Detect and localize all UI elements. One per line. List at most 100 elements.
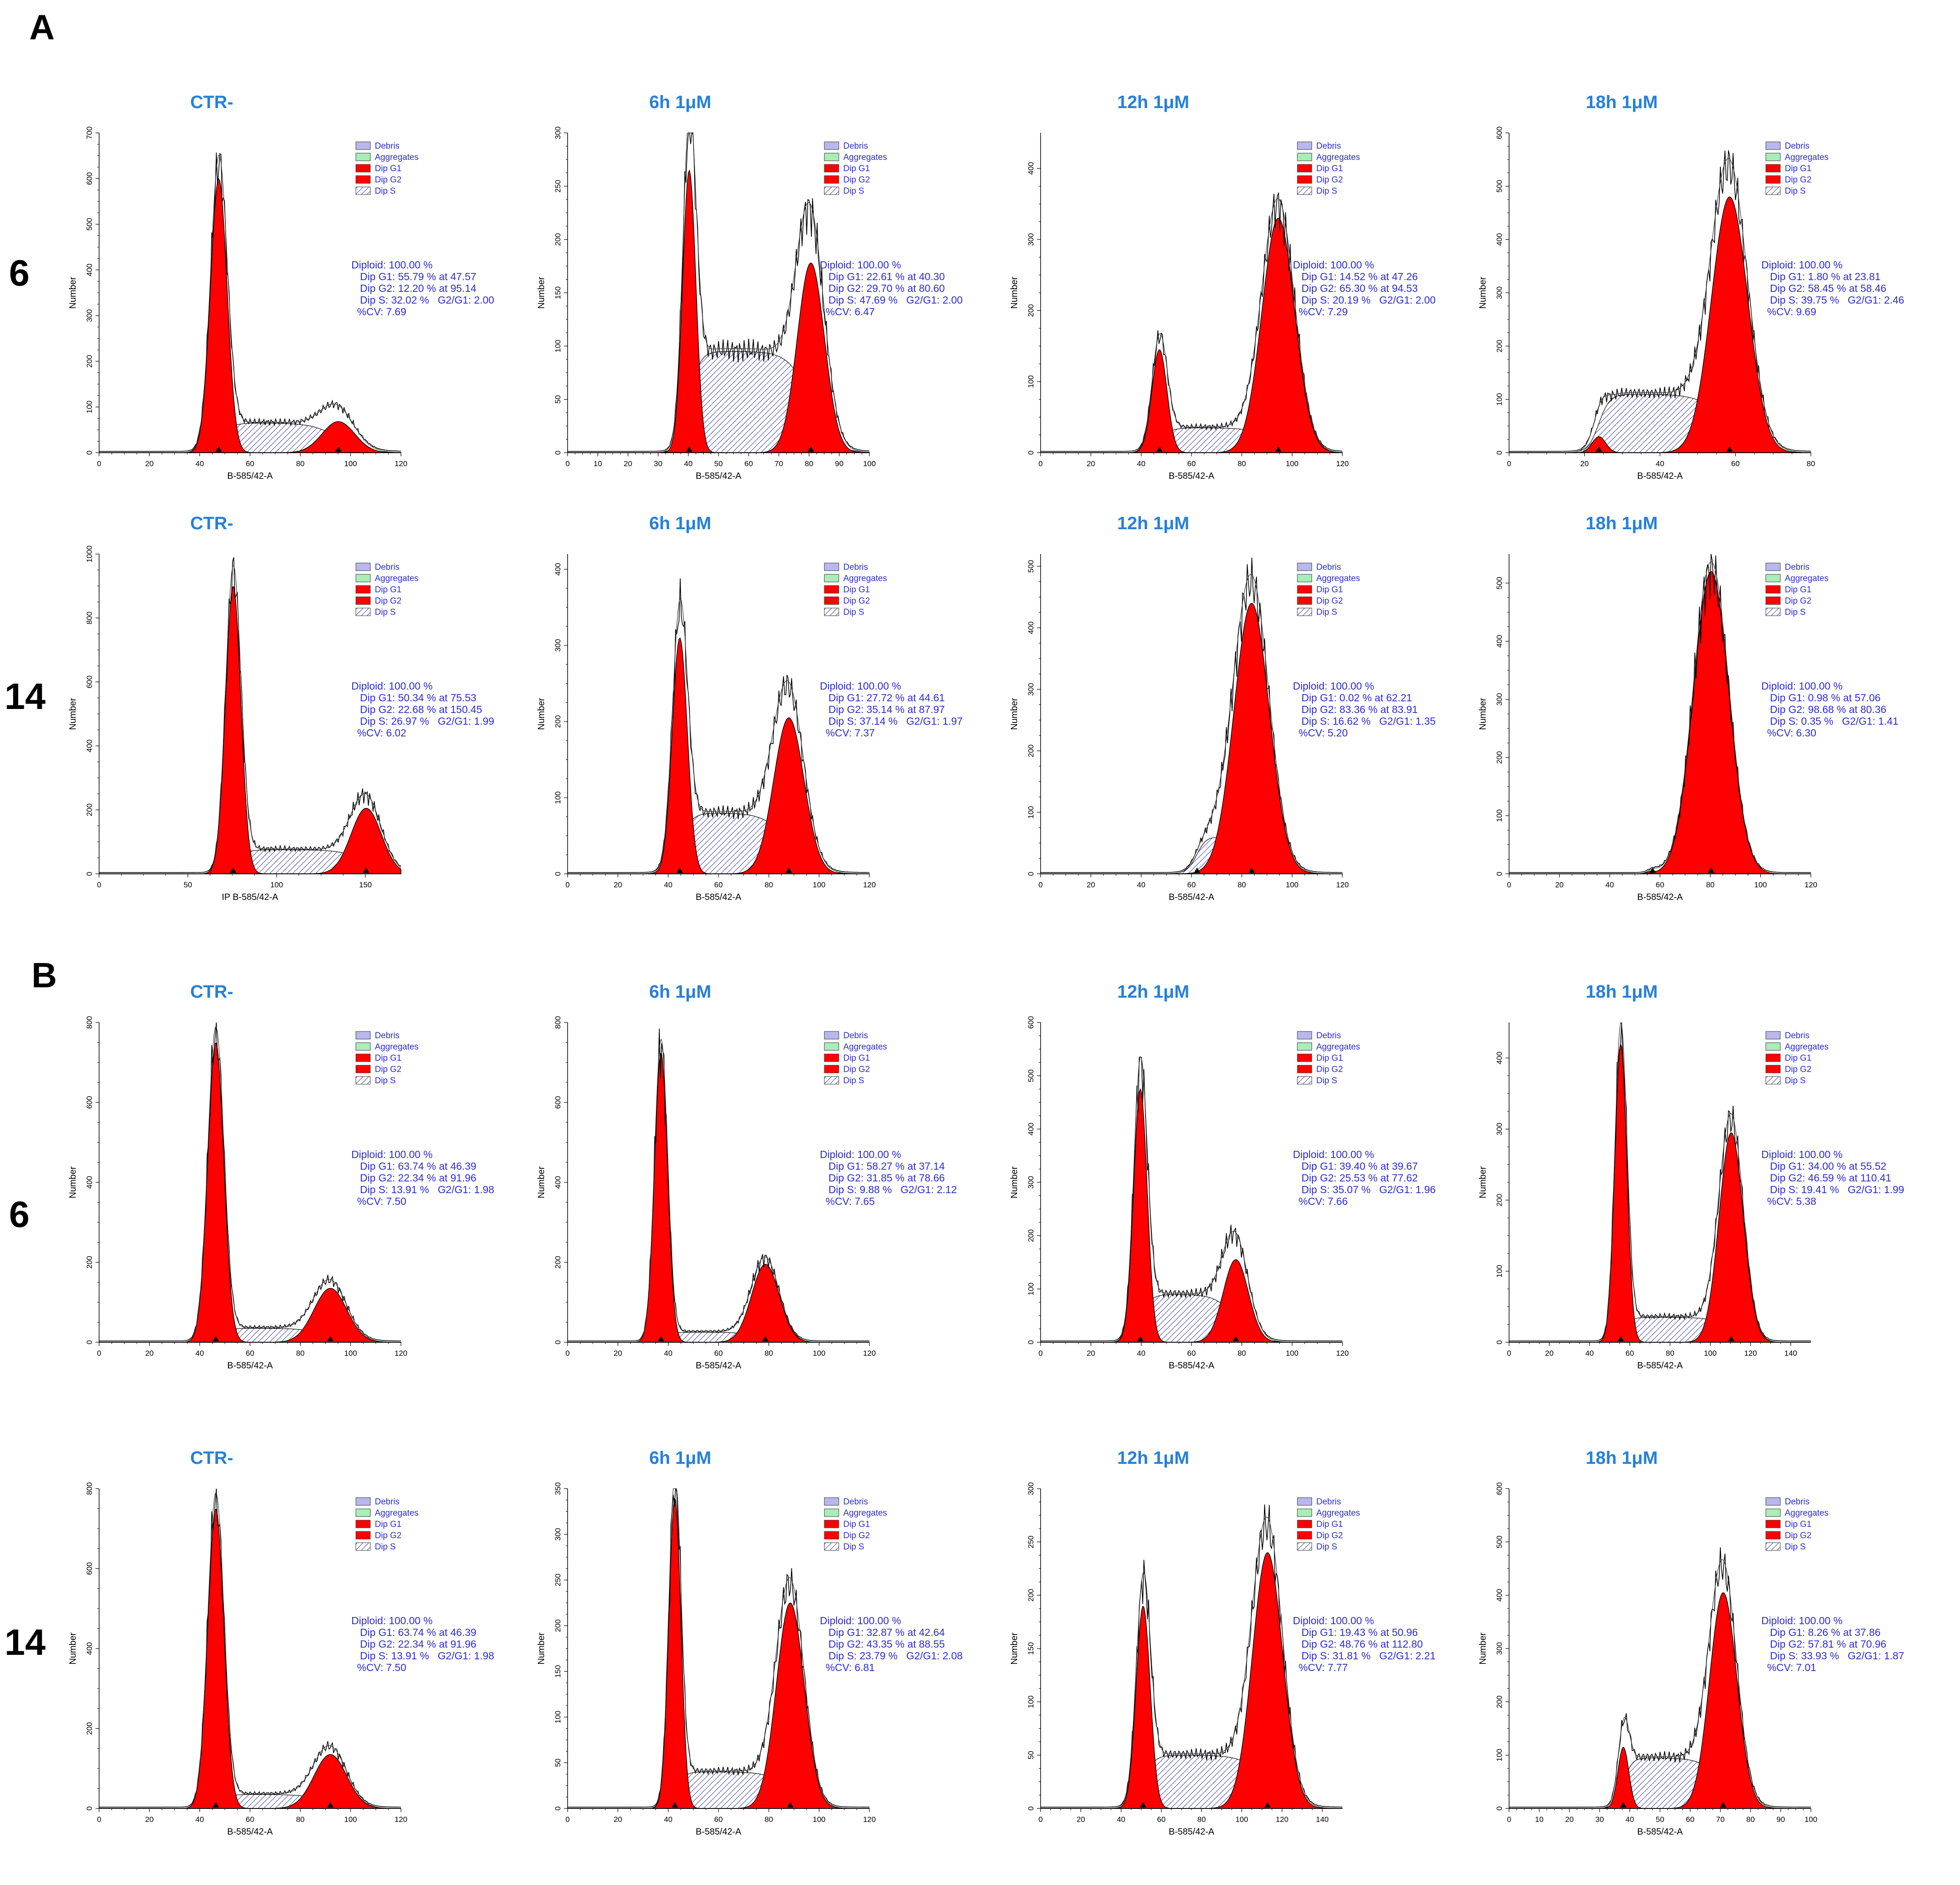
legend-debris-label: Debris bbox=[1785, 1031, 1810, 1040]
stats-line: Dip G1: 19.43 % at 50.96 bbox=[1293, 1626, 1418, 1638]
x-tick-label: 120 bbox=[395, 459, 407, 468]
stats-block: Diploid: 100.00 % Dip G1: 34.00 % at 55.… bbox=[1761, 1149, 1904, 1207]
stats-line: %CV: 7.69 bbox=[351, 306, 406, 318]
legend-dip-g1-label: Dip G1 bbox=[1316, 1054, 1343, 1063]
legend-debris-label: Debris bbox=[843, 141, 868, 151]
histogram-panel: CTR- Diploid: 100.00 % Dip G1: 63.74 % at… bbox=[68, 982, 541, 1378]
legend-debris-swatch bbox=[1297, 1031, 1312, 1040]
legend-dip-g2-label: Dip G2 bbox=[1316, 1531, 1343, 1540]
legend-dip-g2-label: Dip G2 bbox=[1316, 1065, 1343, 1074]
y-tick-label: 600 bbox=[1495, 1482, 1504, 1495]
legend-dip-g2-label: Dip G2 bbox=[843, 1531, 870, 1540]
y-tick-label: 200 bbox=[554, 1256, 562, 1268]
legend-debris-swatch bbox=[1297, 141, 1312, 150]
y-tick-label: 600 bbox=[1027, 1016, 1035, 1029]
y-tick-label: 800 bbox=[85, 612, 94, 624]
legend-aggregates-swatch bbox=[1765, 153, 1781, 161]
legend-dip-s-swatch bbox=[1297, 608, 1312, 616]
y-tick-label: 150 bbox=[1027, 1642, 1035, 1655]
y-tick-label: 100 bbox=[554, 1711, 562, 1723]
s-phase-area bbox=[1041, 1294, 1342, 1343]
legend-dip-g1-label: Dip G1 bbox=[1316, 585, 1343, 595]
legend-dip-g2-swatch bbox=[824, 1065, 839, 1073]
x-tick-label: 20 bbox=[145, 459, 154, 468]
y-tick-label: 300 bbox=[1027, 1176, 1035, 1189]
stats-line: Dip G1: 50.34 % at 75.53 bbox=[351, 692, 477, 704]
stats-line: Diploid: 100.00 % bbox=[1761, 1615, 1843, 1626]
y-tick-label: 0 bbox=[1027, 1806, 1035, 1810]
legend-debris-swatch bbox=[824, 563, 839, 571]
x-tick-label: 0 bbox=[1507, 459, 1511, 468]
x-tick-label: 20 bbox=[1580, 459, 1589, 468]
stats-line: Dip G1: 63.74 % at 46.39 bbox=[351, 1626, 477, 1638]
legend-aggregates-swatch bbox=[824, 1508, 839, 1517]
histogram-chart: 0 100 200 300 400 0 20 40 60 80 100 120 B-585/42-A Nu… bbox=[1010, 133, 1360, 481]
legend-dip-g1-swatch bbox=[824, 585, 839, 594]
x-tick-label: 100 bbox=[813, 1349, 825, 1358]
histogram-panel: CTR- Diploid: 100.00 % Dip G1: 63.74 % at… bbox=[68, 1448, 541, 1844]
stats-line: Dip G1: 22.61 % at 40.30 bbox=[820, 271, 945, 282]
g1-peak-marker bbox=[1620, 1802, 1627, 1808]
legend-dip-g2-label: Dip G2 bbox=[1785, 1531, 1811, 1540]
y-tick-label: 300 bbox=[554, 127, 562, 139]
y-tick-label: 0 bbox=[1027, 450, 1035, 454]
x-tick-label: 80 bbox=[805, 459, 814, 468]
legend-dip-s-swatch bbox=[1765, 608, 1781, 616]
y-tick-label: 100 bbox=[1495, 393, 1504, 405]
y-tick-label: 50 bbox=[554, 395, 562, 404]
histogram-chart: 0 100 200 300 400 500 0 20 40 60 80 100 120 B-585/42-… bbox=[1010, 554, 1360, 902]
histogram-panel: CTR- Diploid: 100.00 % Dip G1: 55.79 % at… bbox=[68, 92, 541, 489]
x-tick-label: 80 bbox=[296, 1349, 305, 1358]
y-tick-label: 100 bbox=[1495, 1265, 1504, 1277]
y-tick-label: 100 bbox=[1027, 375, 1035, 388]
g1-peak-marker bbox=[677, 868, 683, 873]
histogram-panel: 18h 1μM Diploid: 100.00 % Dip G1: 34.00 %… bbox=[1478, 982, 1951, 1378]
y-tick-label: 0 bbox=[1027, 1340, 1035, 1344]
x-tick-label: 80 bbox=[1746, 1815, 1755, 1824]
stats-line: Dip G1: 55.79 % at 47.57 bbox=[351, 271, 477, 282]
legend-debris-label: Debris bbox=[1316, 1031, 1341, 1040]
g1-peak-marker bbox=[215, 446, 222, 452]
x-tick-label: 60 bbox=[1187, 459, 1196, 468]
x-tick-label: 100 bbox=[813, 1815, 825, 1824]
legend-dip-s-label: Dip S bbox=[375, 608, 396, 617]
x-tick-label: 100 bbox=[813, 881, 825, 889]
legend-debris-swatch bbox=[824, 1497, 839, 1506]
x-tick-label: 50 bbox=[1656, 1815, 1664, 1824]
histogram-panel: 6h 1μM Diploid: 100.00 % Dip G1: 22.61 % … bbox=[536, 92, 1009, 489]
y-tick-label: 200 bbox=[1027, 1229, 1035, 1242]
legend-dip-g1-swatch bbox=[1297, 164, 1312, 173]
stats-line: Dip G2: 48.76 % at 112.80 bbox=[1293, 1638, 1423, 1650]
stats-line: Dip G1: 34.00 % at 55.52 bbox=[1761, 1160, 1887, 1172]
legend-aggregates-label: Aggregates bbox=[843, 1508, 887, 1518]
x-tick-label: 20 bbox=[614, 881, 622, 889]
x-tick-label: 150 bbox=[359, 881, 372, 889]
x-tick-label: 20 bbox=[1077, 1815, 1085, 1824]
histogram-chart: 0 200 400 600 800 0 20 40 60 80 100 120 B-585/42-A Nu… bbox=[68, 1016, 418, 1371]
x-tick-label: 20 bbox=[145, 1349, 154, 1358]
row-label-b-6: 6 bbox=[9, 1194, 30, 1235]
g2-peak-marker bbox=[1720, 1802, 1727, 1808]
legend-debris-swatch bbox=[355, 1497, 371, 1506]
x-tick-label: 40 bbox=[684, 459, 693, 468]
stats-line: %CV: 7.37 bbox=[820, 727, 875, 739]
x-tick-label: 60 bbox=[246, 459, 255, 468]
legend-dip-g2-swatch bbox=[1765, 175, 1781, 184]
y-tick-label: 200 bbox=[85, 804, 94, 816]
g1-peak-marker bbox=[230, 868, 236, 873]
stats-line: Diploid: 100.00 % bbox=[1293, 259, 1374, 271]
stats-block: Diploid: 100.00 % Dip G1: 27.72 % at 44.… bbox=[820, 680, 963, 739]
histogram-chart: 0 100 200 300 400 500 600 0 10 20 30 40 50 60 70 80 90 10… bbox=[1478, 1482, 1828, 1837]
x-axis-label: B-585/42-A bbox=[227, 1827, 273, 1837]
y-tick-label: 600 bbox=[85, 172, 94, 185]
legend-aggregates-label: Aggregates bbox=[1785, 574, 1828, 583]
g2-peak-marker bbox=[363, 868, 369, 873]
legend-dip-g1-label: Dip G1 bbox=[1316, 164, 1343, 173]
histogram-panel: CTR- Diploid: 100.00 % Dip G1: 50.34 % at… bbox=[68, 513, 541, 910]
histogram-chart: 0 100 200 300 400 500 0 20 40 60 80 100 120 B-585/42-… bbox=[1478, 554, 1828, 902]
legend-dip-s-swatch bbox=[355, 1076, 371, 1085]
stats-line: Dip G1: 14.52 % at 47.26 bbox=[1293, 271, 1418, 282]
legend-aggregates-label: Aggregates bbox=[1316, 1508, 1360, 1518]
y-tick-label: 100 bbox=[85, 400, 94, 413]
legend-dip-g1-swatch bbox=[1297, 585, 1312, 594]
